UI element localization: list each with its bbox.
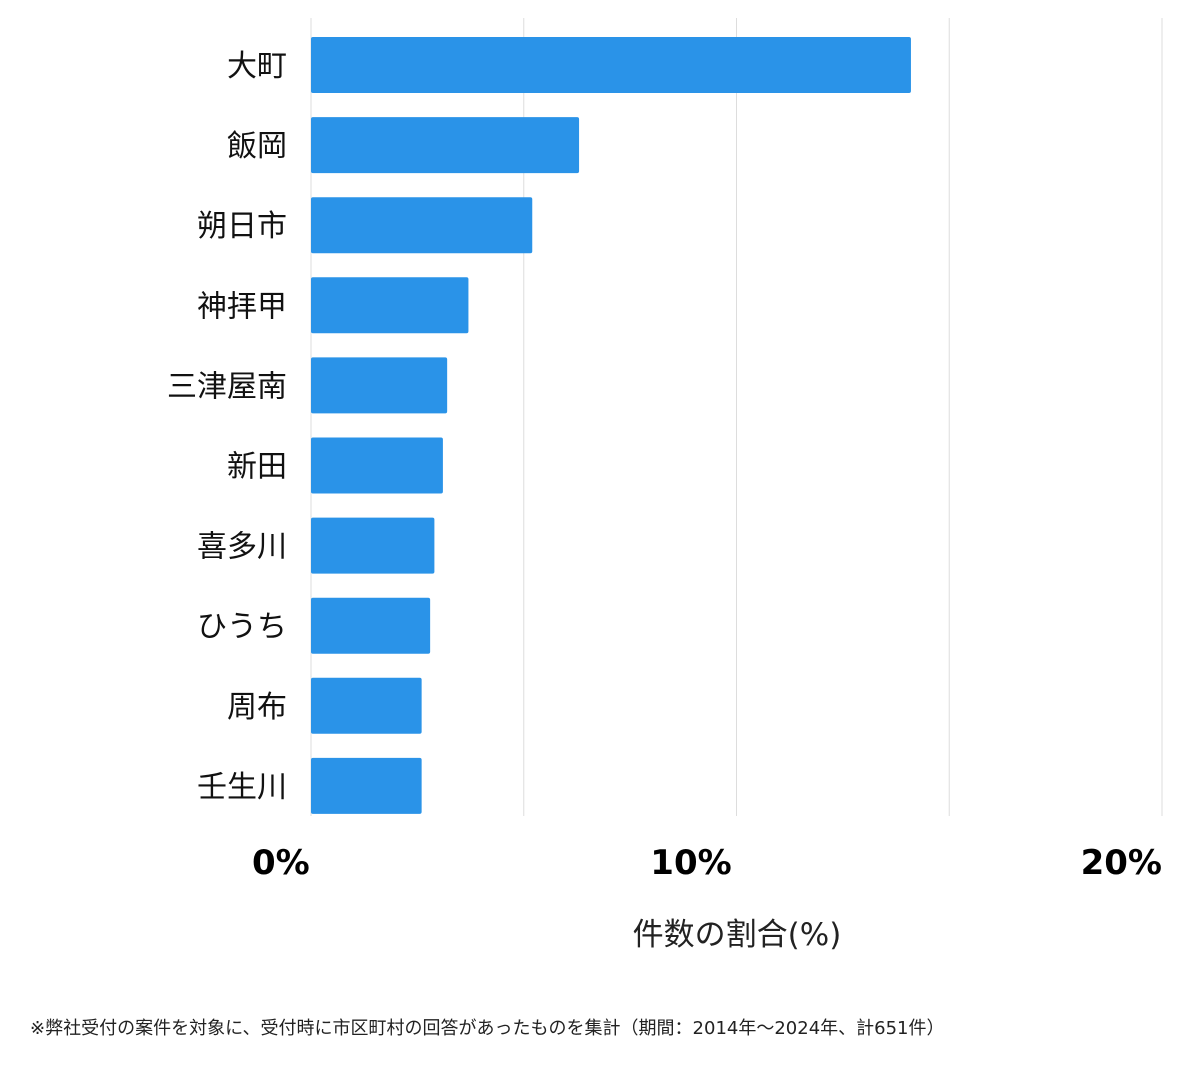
bar-9	[311, 757, 422, 814]
bar-7	[311, 597, 431, 654]
x-tick-label-2: 20%	[1081, 843, 1162, 883]
bar-6	[311, 517, 435, 574]
bar-4	[311, 357, 448, 414]
category-label-1: 飯岡	[227, 129, 287, 164]
x-tick-label-1: 10%	[650, 843, 731, 883]
bar-3	[311, 277, 469, 334]
category-label-5: 新田	[227, 450, 287, 485]
bar-5	[311, 437, 443, 494]
category-label-0: 大町	[227, 49, 287, 84]
category-label-7: ひうち	[197, 610, 287, 645]
x-tick-labels: 0% 10% 20%	[252, 843, 1162, 883]
footnote: ※弊社受付の案件を対象に、受付時に市区町村の回答があったものを集計（期間：201…	[30, 1018, 945, 1039]
bar-0	[311, 37, 911, 93]
category-label-6: 喜多川	[197, 530, 287, 565]
category-label-8: 周布	[227, 690, 287, 725]
bar-1	[311, 117, 580, 174]
x-axis-title: 件数の割合(%)	[633, 917, 842, 953]
category-label-4: 三津屋南	[167, 369, 287, 404]
bars	[311, 37, 911, 814]
category-label-3: 神拝甲	[197, 289, 287, 324]
category-label-2: 朔日市	[197, 209, 287, 244]
bar-8	[311, 677, 422, 734]
x-tick-label-0: 0%	[252, 843, 310, 883]
category-label-9: 壬生川	[197, 770, 287, 805]
bar-2	[311, 197, 533, 254]
